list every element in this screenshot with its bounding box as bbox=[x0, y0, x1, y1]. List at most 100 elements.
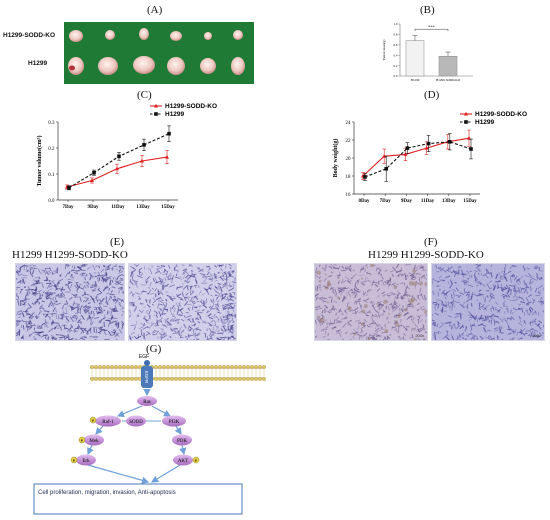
tissue-fiber bbox=[143, 317, 148, 321]
tissue-fiber bbox=[392, 326, 396, 329]
tissue-fiber bbox=[384, 269, 388, 272]
lipid-head bbox=[230, 365, 234, 369]
tissue-fiber bbox=[458, 333, 461, 338]
tissue-fiber bbox=[393, 299, 398, 305]
tissue-fiber bbox=[536, 335, 541, 338]
tissue-fiber bbox=[229, 295, 233, 301]
tissue-fiber bbox=[520, 287, 523, 294]
tissue-fiber bbox=[43, 268, 47, 273]
tissue-fiber bbox=[227, 318, 231, 323]
lipid-head bbox=[222, 365, 226, 369]
tissue-fiber bbox=[223, 278, 226, 281]
lipid-head bbox=[226, 365, 230, 369]
tissue-fiber bbox=[76, 290, 79, 293]
tissue-fiber bbox=[354, 310, 359, 315]
tissue-fiber bbox=[40, 334, 47, 338]
tissue-stain bbox=[369, 264, 375, 268]
tissue-fiber bbox=[156, 303, 160, 309]
tissue-fiber bbox=[16, 269, 19, 272]
tissue-fiber bbox=[181, 292, 185, 298]
tissue-fiber bbox=[517, 286, 521, 293]
tissue-fiber bbox=[190, 285, 193, 289]
tissue-fiber bbox=[465, 293, 469, 297]
tissue-fiber bbox=[474, 317, 478, 321]
tissue-fiber bbox=[473, 272, 476, 276]
tissue-fiber bbox=[369, 301, 373, 304]
tissue-fiber bbox=[188, 264, 192, 267]
tissue-fiber bbox=[114, 320, 117, 326]
lipid-head bbox=[210, 377, 214, 381]
tissue-fiber bbox=[184, 271, 190, 275]
tissue-fiber bbox=[473, 270, 478, 272]
tissue-fiber bbox=[61, 304, 65, 310]
tissue-fiber bbox=[526, 267, 530, 270]
significance-bracket bbox=[414, 28, 449, 32]
tissue-fiber bbox=[145, 298, 148, 303]
tissue-fiber bbox=[385, 300, 389, 303]
tissue-fiber bbox=[79, 296, 82, 302]
tissue-fiber bbox=[340, 331, 343, 334]
tissue-fiber bbox=[84, 309, 90, 314]
tissue-fiber bbox=[75, 338, 77, 340]
tissue-fiber bbox=[530, 331, 533, 337]
tissue-fiber bbox=[209, 334, 214, 338]
tissue-fiber bbox=[448, 305, 451, 310]
tissue-fiber bbox=[409, 336, 413, 339]
tissue-fiber bbox=[54, 283, 58, 290]
tissue-fiber bbox=[181, 319, 185, 322]
tumor bbox=[98, 57, 118, 75]
tissue-fiber bbox=[532, 299, 536, 305]
tissue-fiber bbox=[455, 287, 459, 292]
tissue-fiber bbox=[152, 300, 157, 304]
tissue-fiber bbox=[87, 305, 91, 309]
tissue-stain bbox=[376, 302, 379, 305]
tissue-fiber bbox=[394, 328, 400, 334]
tissue-fiber bbox=[107, 321, 111, 328]
tissue-fiber bbox=[395, 264, 400, 269]
tissue-fiber bbox=[206, 265, 210, 268]
tissue-fiber bbox=[363, 319, 367, 323]
tissue-fiber bbox=[342, 280, 347, 284]
tissue-fiber bbox=[98, 300, 102, 305]
tissue-fiber bbox=[377, 279, 380, 284]
tissue-fiber bbox=[319, 321, 321, 327]
tissue-fiber bbox=[507, 308, 509, 313]
tissue-fiber bbox=[46, 272, 50, 275]
tissue-fiber bbox=[54, 296, 57, 303]
tissue-fiber bbox=[60, 294, 66, 299]
tissue-fiber bbox=[342, 322, 347, 328]
tissue-fiber bbox=[67, 286, 72, 292]
tissue-fiber bbox=[22, 278, 26, 285]
tissue-fiber bbox=[60, 315, 65, 320]
tissue-fiber bbox=[445, 290, 451, 294]
tissue-fiber bbox=[371, 313, 374, 319]
lipid-head bbox=[126, 365, 130, 369]
tissue-fiber bbox=[233, 314, 236, 318]
tissue-fiber bbox=[152, 287, 155, 290]
lipid-head bbox=[182, 377, 186, 381]
tissue-fiber bbox=[349, 267, 352, 271]
tissue-fiber bbox=[484, 315, 487, 320]
tissue-fiber bbox=[480, 282, 486, 287]
tissue-fiber bbox=[136, 335, 142, 340]
tissue-fiber bbox=[16, 270, 20, 277]
tissue-fiber bbox=[419, 307, 423, 310]
tissue-fiber bbox=[315, 335, 318, 339]
lipid-head bbox=[226, 377, 230, 381]
tissue-fiber bbox=[226, 317, 231, 320]
lipid-head bbox=[178, 365, 182, 369]
tissue-fiber bbox=[515, 289, 521, 294]
tissue-fiber bbox=[42, 323, 48, 327]
tissue-fiber bbox=[347, 291, 351, 297]
tissue-fiber bbox=[121, 267, 124, 270]
tissue-fiber bbox=[118, 328, 123, 334]
tissue-fiber bbox=[176, 286, 183, 289]
data-point bbox=[405, 146, 410, 150]
tissue-fiber bbox=[352, 291, 356, 294]
tissue-fiber bbox=[72, 316, 78, 320]
tissue-fiber bbox=[16, 323, 18, 325]
tissue-fiber bbox=[20, 324, 23, 329]
lipid-head bbox=[118, 377, 122, 381]
tissue-fiber bbox=[56, 266, 59, 270]
tissue-fiber bbox=[118, 269, 121, 273]
